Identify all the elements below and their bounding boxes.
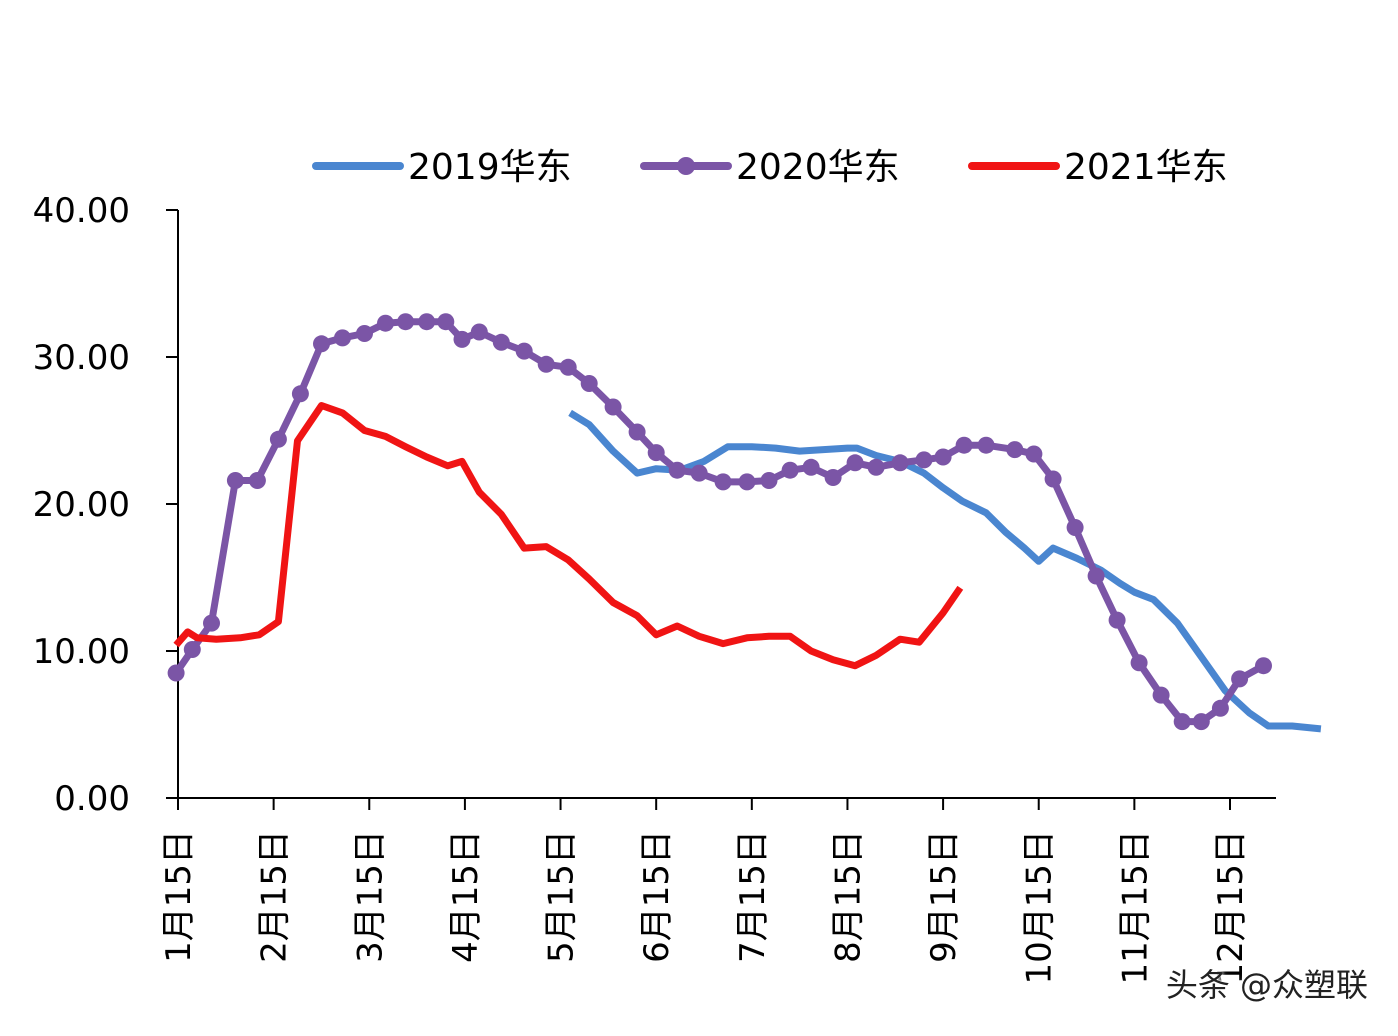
data-point [269,430,287,448]
series-line [568,409,1322,733]
data-point [647,444,665,462]
data-point [377,314,394,332]
data-point [1152,686,1170,704]
x-tick-label: 8月15日 [828,830,868,963]
data-point [537,355,555,373]
data-point [1231,670,1249,688]
data-point [846,454,864,472]
data-point [1006,441,1024,459]
data-point [760,472,778,489]
data-point [824,469,842,486]
x-tick-label: 10月15日 [1020,830,1060,985]
data-point [690,464,708,482]
series-line [173,402,964,670]
series-line [173,318,1266,726]
data-point [291,385,309,403]
data-point [738,473,756,491]
y-tick-label: 20.00 [33,485,130,525]
data-point [714,473,732,491]
data-point [1130,654,1148,672]
data-point [453,330,471,348]
watermark: 头条 @众塑联 [1165,966,1368,1004]
x-tick-label: 5月15日 [542,830,582,963]
data-point [334,329,351,347]
data-point [1192,713,1210,731]
legend-label: 2019华东 [408,147,572,188]
data-point [977,436,995,454]
series-2 [167,313,1272,731]
x-axis: 1月15日 2月15日 3月15日 4月15日 5月15日 6月15日 7月15日 8月15日… [159,797,1276,985]
data-point [559,358,577,376]
x-tick-label: 1月15日 [159,830,199,963]
data-point [1173,713,1191,731]
y-axis: 0.00 10.00 20.00 30.00 40.00 [33,191,179,819]
data-point [891,454,909,472]
data-point [1025,445,1043,463]
x-tick-label: 3月15日 [350,830,390,963]
legend-item-1: 2019华东 [312,147,572,188]
legend: 2019华东 2020华东 2021华东 [312,147,1228,188]
data-point [248,472,266,489]
data-point [492,333,510,351]
data-point [1211,699,1229,717]
data-point [580,375,598,392]
series-1 [568,409,1322,733]
series-3 [173,402,964,670]
y-tick-label: 10.00 [33,632,130,672]
legend-item-3: 2021华东 [968,147,1228,188]
x-tick-label: 11月15日 [1115,830,1155,985]
data-point [167,664,185,682]
series-layer [167,313,1322,733]
data-point [802,458,820,476]
data-point [934,448,952,466]
data-point [955,436,973,454]
data-point [183,641,201,658]
data-point [313,335,330,353]
x-tick-label: 7月15日 [733,830,773,963]
data-point [418,313,436,331]
y-tick-label: 0.00 [54,779,130,819]
data-point [668,461,686,479]
data-point [781,461,799,479]
legend-label: 2020华东 [736,147,900,188]
legend-label: 2021华东 [1064,147,1228,188]
data-point [628,423,646,441]
y-tick-label: 40.00 [33,191,130,231]
data-point [867,458,885,476]
data-point [470,323,488,341]
y-tick-label: 30.00 [33,338,130,378]
data-point [203,614,220,632]
data-point [356,325,373,342]
x-tick-label: 6月15日 [637,830,677,963]
data-point [1087,567,1105,585]
x-tick-label: 2月15日 [255,830,295,963]
data-point [397,313,415,331]
data-point [226,472,244,489]
data-point [1108,611,1126,629]
x-tick-label: 12月15日 [1211,830,1251,985]
data-point [1044,470,1062,488]
data-point [515,342,533,360]
legend-item-2: 2020华东 [640,147,900,188]
x-tick-label: 4月15日 [446,830,486,963]
data-point [1066,519,1084,536]
data-point [437,313,455,331]
data-point [604,398,622,416]
data-point [915,451,933,469]
x-tick-label: 9月15日 [924,830,964,963]
data-point [1255,657,1272,675]
legend-marker [677,157,695,175]
